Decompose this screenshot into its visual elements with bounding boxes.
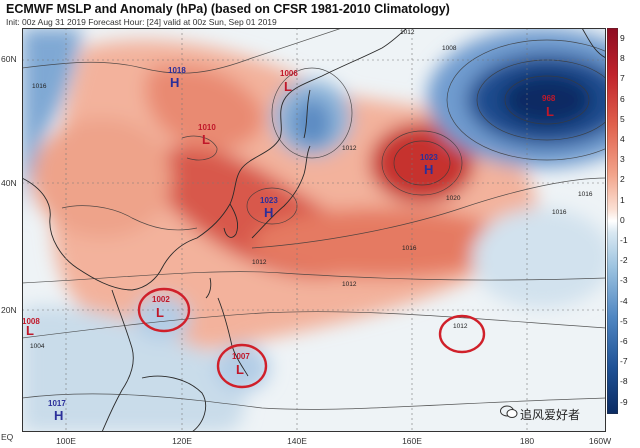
isobar-label: 1016 [578,191,593,198]
colorbar-tick-label: 7 [620,73,625,84]
high-symbol: H [170,75,179,90]
circle-1007 [216,343,268,389]
mslp-anomaly-map: 1012 1008 1016 1020 1012 1016 1016 1012 … [22,28,606,432]
colorbar-tick-label: 3 [620,154,625,165]
japan [251,145,311,239]
isobar-label: 1012 [342,281,357,288]
map-subtitle: Init: 00z Aug 31 2019 Forecast Hour: [24… [6,17,277,27]
taiwan [205,277,212,299]
colorbar-tick-label: -3 [620,275,628,286]
low-symbol: L [26,323,34,338]
center-value: 1006 [280,69,298,78]
colorbar-tick-label: 4 [620,134,625,144]
isobar-label: 1012 [342,145,357,152]
center-value: 1007 [232,352,250,361]
low-symbol: L [202,132,210,147]
center-value: 968 [542,94,556,103]
colorbar-tick-label: 2 [620,174,625,185]
colorbar-tick-label: -4 [620,295,628,306]
lat-label-eq: EQ [1,432,14,442]
colorbar-tick-label: -9 [620,396,628,407]
lat-label-40n: 40N [1,178,17,188]
anomaly-shading [22,28,606,432]
annotation-circles [137,287,486,389]
lat-label-20n: 20N [1,305,17,315]
colorbar-tick-label: 6 [620,93,625,104]
low-symbol: L [156,305,164,320]
lat-label-60n: 60N [1,54,17,64]
lon-label-180: 180 [519,436,535,446]
watermark: 追风爱好者 [520,408,581,422]
circle-1012 [438,314,486,354]
colorbar-tick-label: -2 [620,255,628,266]
negative-anomaly-south [22,306,245,432]
negative-anomaly-968-eye [502,74,592,126]
colorbar [607,28,618,414]
negative-anomaly-east [472,208,606,308]
korea [223,203,239,238]
wechat-icon [500,405,518,418]
low-symbol: L [284,79,292,94]
colorbar-tick-label: 9 [620,33,625,43]
lon-label-160e: 160E [402,436,422,446]
alaska-coast [581,28,606,59]
high-symbol: H [264,205,273,220]
center-value: 1018 [168,66,186,75]
isobar-label: 1012 [252,259,267,266]
center-value: 1023 [420,153,438,162]
high-symbol: H [424,162,433,177]
colorbar-tick-label: -7 [620,356,628,367]
negative-anomaly-1007-low [214,344,270,392]
low-symbol: L [546,104,554,119]
low-symbol: L [236,362,244,377]
circle-1002 [137,287,191,333]
isobar-label: 1016 [402,245,417,252]
sakhalin [303,89,311,139]
isobar-label: 1016 [32,83,47,90]
colorbar-tick-label: 0 [620,214,625,225]
pressure-centers: 1018 H 1006 L 1010 L 1023 H 1023 H 968 L… [22,66,556,423]
colorbar-gradient [607,28,618,414]
graticule [22,28,606,432]
colorbar-tick-label: -6 [620,336,628,346]
isobar-label: 1004 [30,343,45,350]
map-title: ECMWF MSLP and Anomaly (hPa) (based on C… [6,2,450,16]
center-value: 1008 [22,317,40,326]
indochina [101,289,134,432]
borneo [141,375,206,432]
asia-coast [22,28,408,291]
isobar-label: 1020 [446,195,461,202]
colorbar-tick-label: 8 [620,53,625,64]
colorbar-tick-label: 1 [620,194,625,205]
high-symbol: H [54,408,63,423]
negative-anomaly-west [22,28,82,228]
isobars [22,28,606,410]
center-value: 1002 [152,295,170,304]
positive-anomaly-core-north [145,65,264,151]
center-value: 1017 [48,399,66,408]
isobar-label: 1008 [442,45,457,52]
lon-label-160w: 160W [588,436,612,446]
lon-label-120e: 120E [172,436,192,446]
positive-anomaly-southwest [32,118,172,238]
colorbar-tick-label: -5 [620,315,628,326]
colorbar-tick-label: 5 [620,113,625,124]
circle-1012-label: 1012 [453,323,468,330]
lon-label-100e: 100E [56,436,76,446]
coastlines [22,28,606,432]
center-value: 1023 [260,196,278,205]
isobar-label: 1016 [552,209,567,216]
negative-anomaly-okhotsk-core [292,99,332,147]
isobar-labels: 1012 1008 1016 1020 1012 1016 1016 1012 … [30,29,593,350]
center-value: 1010 [198,123,216,132]
positive-anomaly-band [252,208,512,278]
colorbar-tick-label: -1 [620,235,628,245]
colorbar-tick-label: -8 [620,376,628,387]
lon-label-140e: 140E [287,436,307,446]
isobar-label: 1012 [400,29,415,36]
